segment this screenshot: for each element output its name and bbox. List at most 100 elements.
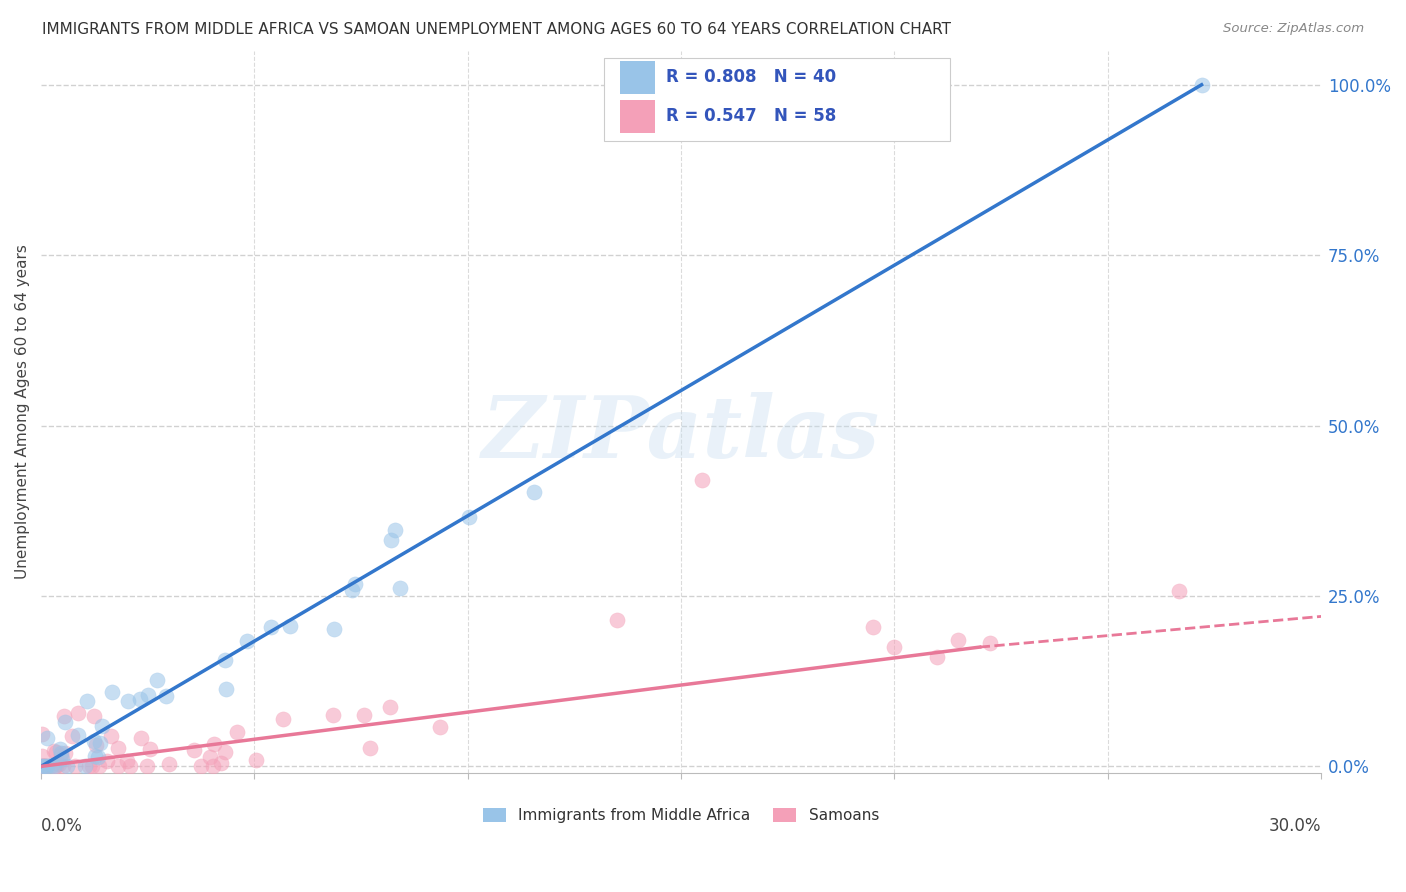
- Point: [280, 619, 302, 633]
- Point: [32, 759, 55, 773]
- Point: [52, 708, 75, 723]
- Point: [100, 729, 122, 743]
- Point: [52, 759, 75, 773]
- Point: [245, 753, 267, 767]
- Point: [235, 634, 257, 648]
- Point: [138, 741, 160, 756]
- Point: [31, 748, 53, 763]
- Point: [883, 640, 905, 654]
- Point: [129, 731, 152, 745]
- Point: [343, 577, 366, 591]
- Text: IMMIGRANTS FROM MIDDLE AFRICA VS SAMOAN UNEMPLOYMENT AMONG AGES 60 TO 64 YEARS C: IMMIGRANTS FROM MIDDLE AFRICA VS SAMOAN …: [42, 22, 952, 37]
- Point: [37, 759, 59, 773]
- Text: 0.0%: 0.0%: [41, 816, 83, 835]
- Point: [1191, 78, 1213, 92]
- Text: ZIPatlas: ZIPatlas: [482, 392, 880, 475]
- Text: 30.0%: 30.0%: [1268, 816, 1322, 835]
- Point: [51, 752, 73, 766]
- Point: [32, 759, 55, 773]
- Point: [32, 759, 55, 773]
- Point: [359, 741, 381, 756]
- Point: [31, 727, 53, 741]
- Y-axis label: Unemployment Among Ages 60 to 64 years: Unemployment Among Ages 60 to 64 years: [15, 244, 30, 580]
- Point: [34, 759, 56, 773]
- Point: [35, 759, 58, 773]
- Point: [77, 759, 100, 773]
- Point: [120, 759, 142, 773]
- Point: [89, 736, 111, 750]
- Point: [53, 746, 76, 760]
- Point: [48, 757, 70, 772]
- Point: [41, 758, 63, 772]
- Point: [42, 744, 65, 758]
- Point: [45, 745, 67, 759]
- Point: [44, 759, 66, 773]
- Point: [378, 700, 401, 714]
- Point: [260, 620, 283, 634]
- Point: [117, 694, 139, 708]
- Point: [84, 738, 107, 752]
- FancyBboxPatch shape: [620, 62, 655, 94]
- Point: [83, 709, 105, 723]
- Point: [948, 633, 970, 648]
- Point: [30, 759, 52, 773]
- Point: [190, 759, 212, 773]
- Point: [34, 759, 56, 773]
- Point: [48, 742, 70, 756]
- Point: [49, 748, 72, 763]
- Point: [925, 650, 948, 665]
- Point: [384, 523, 406, 537]
- Point: [429, 720, 451, 734]
- Point: [323, 623, 346, 637]
- Point: [80, 759, 103, 773]
- Point: [63, 759, 86, 773]
- Legend: Immigrants from Middle Africa, Samoans: Immigrants from Middle Africa, Samoans: [484, 808, 879, 823]
- Point: [115, 754, 138, 768]
- Point: [35, 731, 58, 745]
- FancyBboxPatch shape: [605, 58, 950, 141]
- Point: [322, 707, 344, 722]
- Point: [107, 740, 129, 755]
- Point: [692, 473, 714, 487]
- Point: [214, 745, 236, 759]
- Point: [100, 685, 122, 699]
- Text: Source: ZipAtlas.com: Source: ZipAtlas.com: [1223, 22, 1364, 36]
- Point: [60, 729, 83, 743]
- Point: [128, 692, 150, 706]
- Point: [66, 728, 89, 742]
- Text: R = 0.808   N = 40: R = 0.808 N = 40: [665, 69, 835, 87]
- Point: [201, 759, 224, 773]
- Point: [53, 715, 76, 730]
- Point: [457, 509, 479, 524]
- Point: [183, 743, 205, 757]
- Point: [353, 708, 375, 723]
- Point: [96, 754, 118, 768]
- Point: [89, 759, 111, 773]
- Point: [51, 746, 73, 760]
- Point: [271, 712, 294, 726]
- Point: [214, 653, 236, 667]
- Point: [215, 681, 238, 696]
- Point: [522, 485, 544, 500]
- Point: [87, 750, 110, 764]
- Point: [75, 759, 97, 773]
- Point: [66, 706, 89, 720]
- Point: [209, 756, 232, 770]
- Point: [136, 688, 159, 702]
- Point: [157, 756, 180, 771]
- Text: R = 0.547   N = 58: R = 0.547 N = 58: [665, 107, 837, 126]
- Point: [136, 759, 159, 773]
- Point: [83, 733, 105, 747]
- FancyBboxPatch shape: [620, 100, 655, 133]
- Point: [42, 759, 65, 773]
- Point: [83, 748, 105, 763]
- Point: [202, 737, 225, 751]
- Point: [198, 749, 221, 764]
- Point: [107, 759, 129, 773]
- Point: [56, 759, 79, 773]
- Point: [31, 759, 53, 773]
- Point: [155, 689, 177, 703]
- Point: [389, 581, 412, 595]
- Point: [226, 725, 249, 739]
- Point: [30, 759, 52, 773]
